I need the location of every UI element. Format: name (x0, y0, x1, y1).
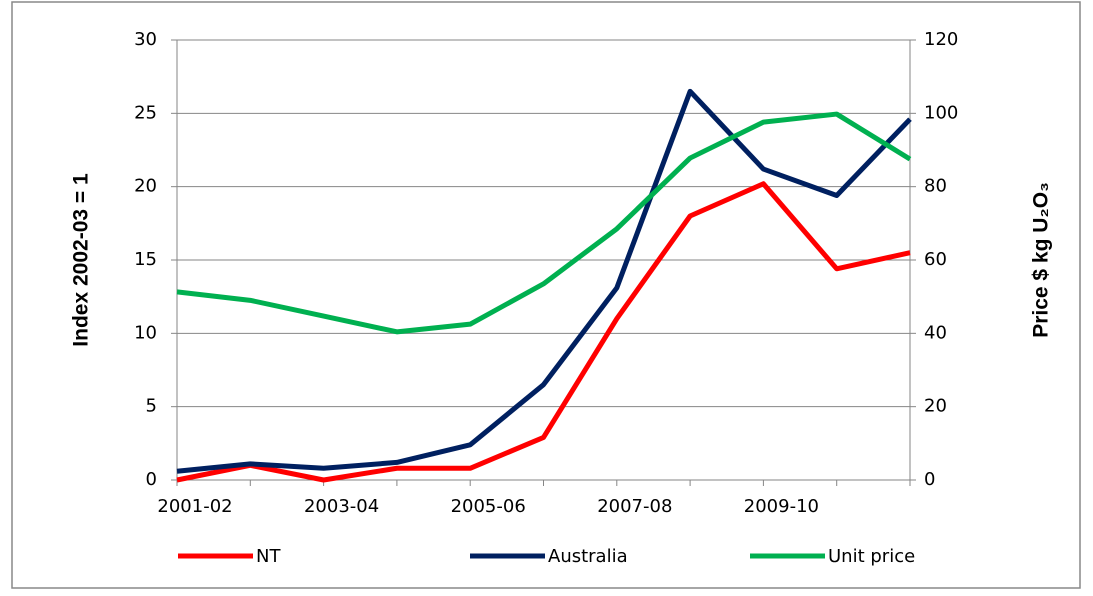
x-tick-label: 2001-02 (157, 496, 232, 517)
y2-tick-label: 20 (924, 396, 947, 417)
y-tick-label: 30 (134, 29, 157, 50)
y-tick-label: 20 (134, 176, 157, 197)
y2-tick-label: 60 (924, 249, 947, 270)
y2-tick-label: 100 (924, 102, 958, 123)
x-tick-label: 2005-06 (451, 496, 526, 517)
y2-tick-label: 120 (924, 29, 958, 50)
y-tick-label: 5 (146, 396, 157, 417)
legend-label: Unit price (828, 546, 915, 567)
y2-tick-label: 0 (924, 469, 935, 490)
legend-label: NT (256, 546, 281, 567)
y2-tick-label: 80 (924, 176, 947, 197)
y2-axis-title: Price $ kg U₂O₃ (1030, 182, 1053, 338)
x-tick-label: 2009-10 (744, 496, 819, 517)
y-axis-title: Index 2002-03 = 1 (70, 173, 93, 347)
series-line (176, 181, 911, 483)
series-line (176, 111, 912, 335)
series-line (176, 88, 912, 474)
y2-tick-label: 40 (924, 322, 947, 343)
y-tick-label: 0 (146, 469, 157, 490)
legend-label: Australia (548, 546, 628, 567)
y-tick-label: 10 (134, 322, 157, 343)
y-tick-label: 25 (134, 102, 157, 123)
x-tick-label: 2007-08 (597, 496, 672, 517)
x-tick-label: 2003-04 (304, 496, 379, 517)
y-tick-label: 15 (134, 249, 157, 270)
